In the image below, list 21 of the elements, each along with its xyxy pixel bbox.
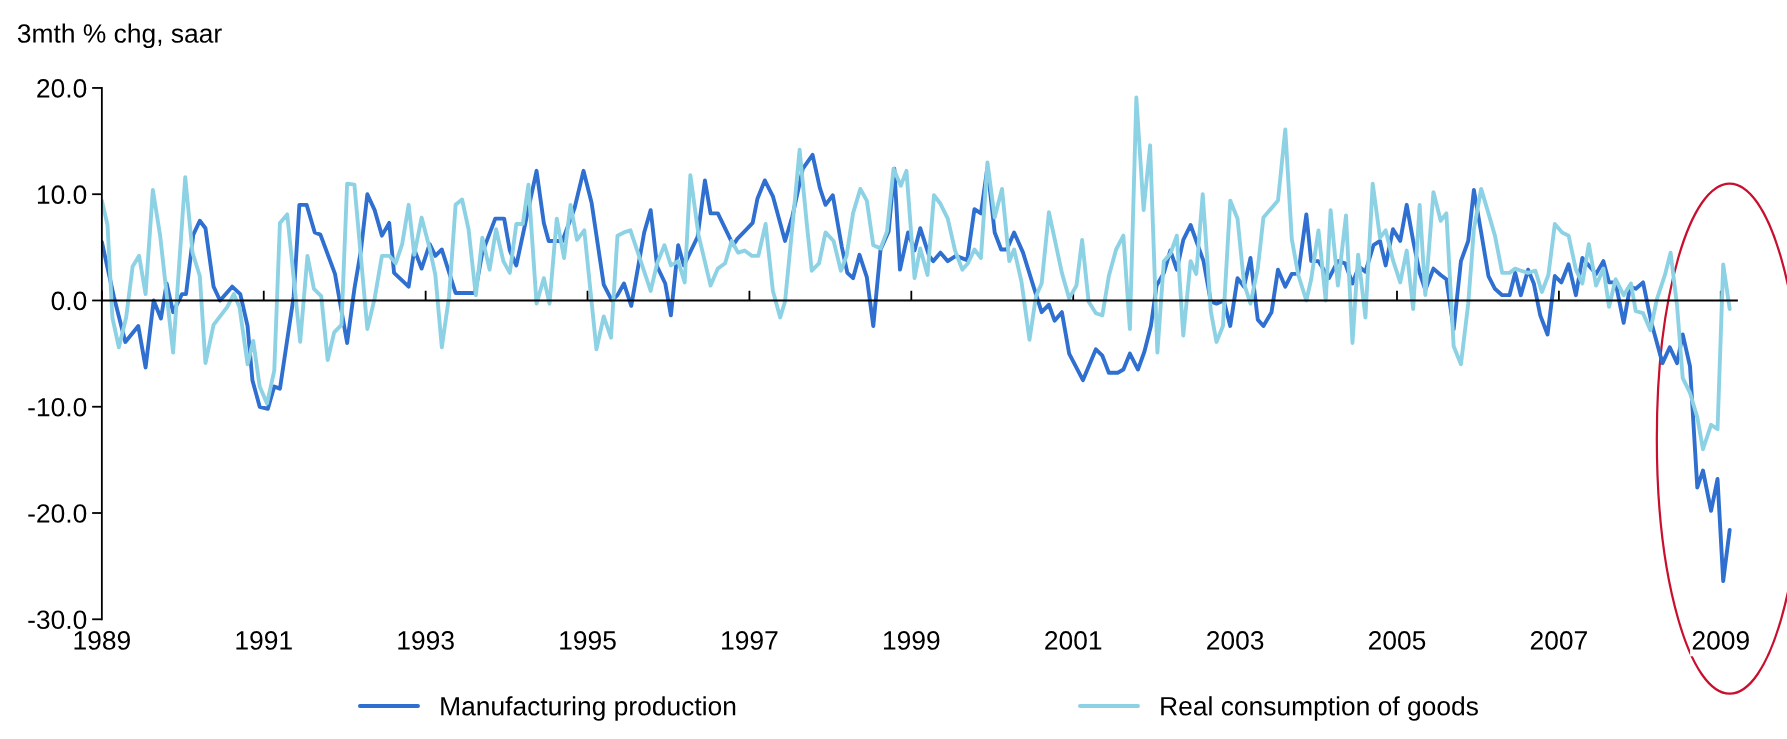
- x-tick-label: 1997: [722, 631, 778, 650]
- x-tick-label: 2003: [1207, 631, 1264, 650]
- y-tick-label: -30.0: [28, 610, 87, 630]
- x-tick-label: 1993: [398, 631, 454, 650]
- line-series: [101, 95, 1732, 452]
- x-tick-label: 1989: [74, 631, 130, 650]
- legend-label: Real consumption of goods: [1161, 696, 1478, 721]
- y-tick-label: -20.0: [28, 504, 87, 523]
- x-tick-label: 1999: [883, 631, 940, 650]
- x-tick-label: 1991: [236, 631, 292, 650]
- y-tick-label: 10.0: [37, 185, 87, 205]
- y-tick-label: 0.0: [51, 291, 87, 311]
- x-tick-label: 2009: [1692, 631, 1749, 650]
- y-axis-title: 3mth % chg, saar: [17, 23, 222, 49]
- legend-label: Manufacturing production: [441, 696, 736, 721]
- y-tick-label: 20.0: [37, 79, 87, 98]
- x-tick-label: 2007: [1530, 631, 1587, 650]
- x-tick-label: 1995: [560, 631, 616, 650]
- y-tick-label: -10.0: [28, 397, 87, 417]
- x-tick-label: 2005: [1368, 631, 1426, 650]
- x-tick-label: 2001: [1045, 631, 1102, 650]
